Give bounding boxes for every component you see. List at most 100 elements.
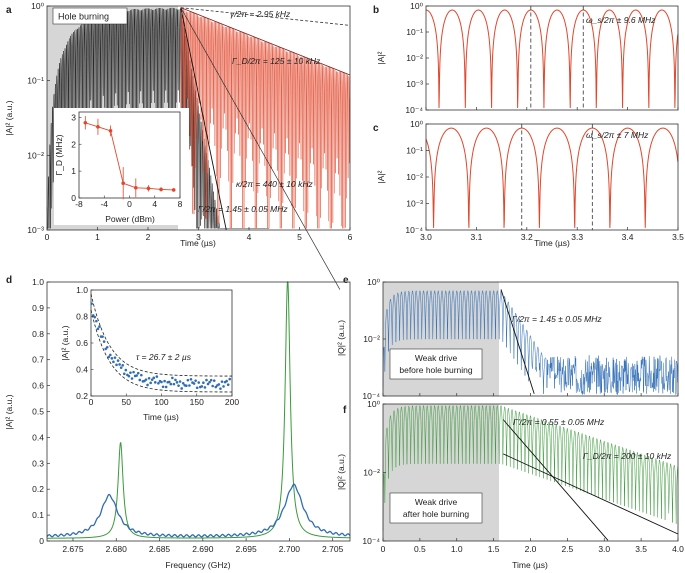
inset-d-point — [206, 382, 210, 386]
inset-d-point — [130, 377, 134, 380]
inset-a-point — [134, 185, 138, 190]
annotation-omega-c: ω_s/2π ± 7 MHz — [586, 130, 649, 140]
annotation-tau: τ = 26.7 ± 2 µs — [136, 352, 192, 362]
weak-drive-label-f-line1: Weak drive — [415, 497, 458, 507]
inset-d-point — [112, 360, 115, 364]
inset-d-point — [124, 368, 128, 372]
y-axis-label-f: |Q|² (a.u.) — [336, 454, 346, 490]
inset-d-y-tick-label: 0.2 — [76, 391, 88, 401]
series-blue — [46, 483, 351, 538]
y-tick-label-c: 10⁻³ — [406, 199, 423, 209]
Gamma-prime-envelope-line — [502, 419, 609, 541]
x-tick-label-a: 4 — [247, 232, 252, 242]
x-tick-label-c: 3.1 — [470, 232, 482, 242]
inset-d-point — [90, 302, 94, 305]
inset-d-point — [110, 357, 114, 360]
inset-d-point — [136, 371, 140, 375]
y-axis-label-c: |A|² — [376, 170, 386, 183]
annotation-Gamma-d-f: Γ_D/2π = 200 ± 10 kHz — [583, 451, 672, 461]
inset-a-y-tick-label: 1 — [71, 166, 76, 176]
inset-d-point — [107, 355, 111, 359]
inset-d-point — [91, 314, 95, 317]
y-tick-label-d: 0.8 — [32, 329, 44, 339]
inset-d-point — [169, 382, 173, 386]
y-tick-label-e: 10⁰ — [367, 277, 380, 287]
x-tick-label-f: 1.0 — [451, 544, 463, 554]
x-tick-label-a: 5 — [297, 232, 302, 242]
y-tick-label-d: 0 — [39, 536, 44, 546]
inset-a-point — [171, 188, 176, 192]
Gamma-envelope-line-e — [500, 289, 535, 394]
x-tick-label-f: 2.0 — [525, 544, 537, 554]
inset-a-point — [83, 120, 88, 125]
gamma-d-envelope-line — [180, 7, 351, 76]
weak-drive-box-f — [389, 492, 483, 524]
inset-d-point — [152, 376, 156, 380]
inset-d-point — [122, 372, 126, 376]
y-tick-label-b: 10⁻³ — [406, 79, 423, 89]
inset-d-point — [116, 359, 120, 362]
inset-a-y-tick-label: 2 — [71, 139, 76, 149]
inset-d-point — [119, 366, 123, 369]
inset-d-point — [163, 379, 166, 383]
inset-d-point — [194, 379, 197, 382]
series-blue-e — [382, 289, 679, 395]
panel-label-d: d — [6, 275, 12, 286]
inset-a-x-tick-label: 8 — [178, 199, 183, 209]
inset-d-point — [102, 340, 106, 343]
inset-d-point — [153, 381, 157, 384]
annotation-Gamma-prime: Γ′/2π = 0.55 ± 0.05 MHz — [513, 417, 605, 427]
inset-d-point — [167, 380, 171, 384]
y-tick-label-c: 10⁻⁴ — [405, 225, 423, 235]
series-black-trace — [46, 7, 270, 229]
inset-d-point — [175, 381, 179, 384]
inset-a-y-tick-label: 3 — [71, 112, 76, 122]
inset-a-point — [121, 181, 125, 186]
inset-d-x-tick-label: 0 — [89, 397, 94, 407]
annotation-gamma-d: Γ_D/2π = 125 ± 10 kHz — [232, 56, 321, 66]
inset-d-point — [208, 380, 211, 384]
x-tick-label-f: 0 — [381, 544, 386, 554]
weak-drive-label-f-line2: after hole burning — [403, 509, 469, 519]
x-tick-label-a: 6 — [348, 232, 353, 242]
inset-a-x-tick-label: -4 — [100, 199, 108, 209]
inset-d-point — [214, 385, 218, 389]
inset-d-point — [105, 345, 109, 349]
inset-d-point — [222, 385, 225, 388]
inset-d-point — [220, 380, 224, 383]
inset-a-point — [96, 124, 100, 129]
x-axis-label-d: Frequency (GHz) — [165, 560, 230, 570]
inset-d-x-tick-label: 150 — [190, 397, 204, 407]
inset-a-x-label: Power (dBm) — [105, 214, 155, 224]
inset-d-point — [127, 374, 131, 378]
inset-d-x-tick-label: 200 — [225, 397, 239, 407]
x-tick-label-d: 2.685 — [149, 544, 171, 554]
inset-d-x-label: Time (µs) — [143, 412, 179, 422]
x-tick-label-f: 2.5 — [561, 544, 573, 554]
inset-d-point — [174, 378, 177, 382]
panel-e: e 10⁰ 10⁻² 10⁻⁴ Γ/2π = 1.45 ± 0.05 MHz Wea… — [336, 275, 679, 401]
x-tick-label-d: 2.680 — [106, 544, 128, 554]
panel-label-e: e — [343, 275, 349, 286]
Gamma-d-envelope-line-f — [503, 453, 679, 535]
inset-d-point — [147, 376, 151, 380]
panel-a: a 0 1 2 3 4 5 6 10⁰ 10⁻¹ 10⁻² 10⁻³ Hole burning γ/… — [4, 1, 353, 290]
panel-label-c: c — [373, 123, 379, 134]
inset-d-point — [186, 378, 190, 382]
inset-d-point — [209, 378, 213, 382]
inset-d-point — [181, 381, 185, 385]
inset-a-background — [54, 108, 189, 225]
x-tick-label-a: 2 — [146, 232, 151, 242]
y-tick-label-c: 10⁰ — [410, 119, 423, 129]
hole-burning-label-box — [52, 7, 128, 25]
inset-d-envelope — [90, 293, 232, 377]
panel-f: f 10⁰ 10⁻² 10⁻⁴0 0.5 1.0 1.5 2.0 2.5 3.0 3.5 4.0 Γ… — [336, 399, 684, 570]
inset-d-point — [197, 381, 201, 384]
y-axis-label-e: |Q|² (a.u.) — [336, 320, 346, 356]
series-red-trace — [180, 7, 351, 229]
y-tick-label-f: 10⁻² — [363, 468, 380, 478]
x-tick-label-c: 3.0 — [420, 232, 432, 242]
panel-d: d 2.675 2.680 2.685 2.690 2.695 2.700 2.70500.… — [4, 275, 351, 570]
